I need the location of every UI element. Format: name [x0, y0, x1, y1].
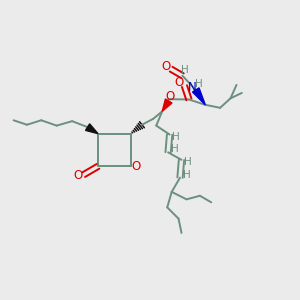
Text: H: H: [172, 132, 180, 142]
Text: O: O: [162, 60, 171, 73]
Text: O: O: [74, 169, 83, 182]
Text: H: H: [183, 170, 190, 180]
Text: O: O: [131, 160, 141, 173]
Text: H: H: [195, 79, 202, 89]
Text: H: H: [171, 144, 178, 154]
Polygon shape: [193, 88, 205, 105]
Text: N: N: [188, 81, 197, 94]
Text: O: O: [165, 90, 174, 103]
Text: H: H: [184, 157, 192, 167]
Text: H: H: [182, 65, 189, 75]
Polygon shape: [85, 124, 98, 134]
Text: O: O: [175, 76, 184, 89]
Polygon shape: [162, 99, 172, 111]
